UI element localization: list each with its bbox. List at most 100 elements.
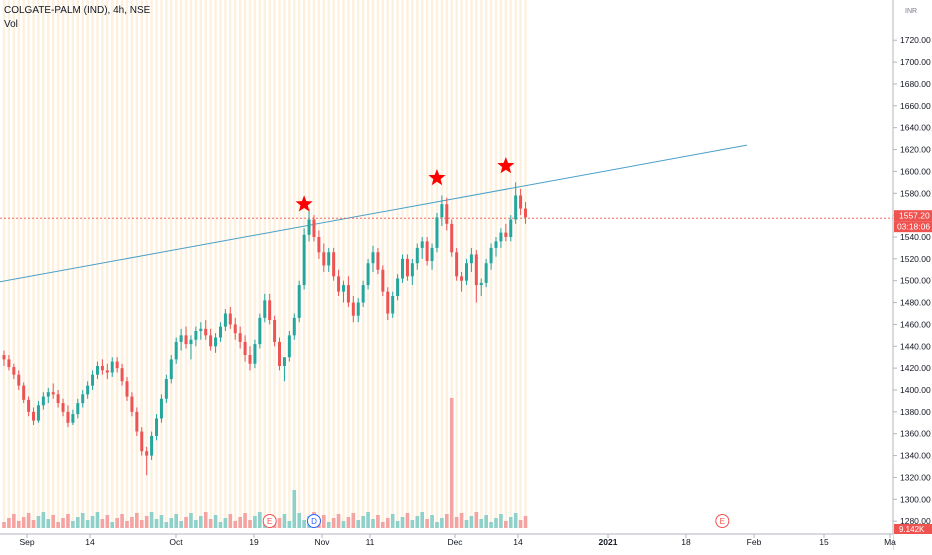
session-stripe (248, 0, 252, 528)
session-stripe (347, 0, 350, 528)
session-stripe (194, 0, 198, 528)
candle-body (110, 361, 114, 373)
session-stripe (509, 0, 512, 528)
volume-bar (484, 515, 488, 528)
volume-bar (381, 522, 385, 528)
candle-body (464, 263, 468, 281)
volume-bar (440, 518, 444, 528)
candle-body (159, 398, 163, 419)
volume-bar (238, 517, 242, 528)
candle-body (140, 431, 144, 452)
price-tick-label: 1320.00 (900, 472, 931, 482)
volume-layer (2, 398, 528, 528)
volume-bar (395, 521, 400, 528)
session-stripe (66, 0, 70, 528)
event-marker-label: E (267, 517, 272, 526)
volume-bar (164, 522, 169, 528)
time-axis[interactable]: Sep 14 Oct 19 Nov 11 Dec 14 2021 18 Feb 15 Ma (0, 533, 896, 550)
candle-body (381, 269, 385, 292)
candle-body (36, 405, 40, 421)
candle-body (346, 285, 350, 303)
volume-bar (385, 518, 390, 528)
volume-bar (159, 515, 164, 528)
candle-body (401, 258, 405, 279)
volume-bar (366, 512, 370, 528)
volume-bar (346, 517, 351, 528)
price-axis[interactable]: 1280.00 1300.00 1320.00 1340.00 1360.00 1380.… (892, 0, 932, 550)
volume-bar (144, 516, 149, 528)
time-axis-bg (0, 534, 893, 550)
candle-body (273, 320, 277, 342)
price-tick-label: 1500.00 (900, 276, 931, 286)
price-tick-label: 1400.00 (900, 385, 931, 395)
volume-bar (489, 522, 493, 528)
volume-bar (376, 515, 380, 528)
volume-bar (331, 518, 336, 528)
candle-body (189, 339, 193, 345)
symbol-title[interactable]: COLGATE-PALM (IND), 4h, NSE (4, 5, 151, 16)
volume-bar (169, 518, 174, 528)
volume-bar (518, 520, 523, 528)
session-stripe (155, 0, 158, 528)
candle-body (469, 254, 473, 264)
candle-body (425, 241, 429, 262)
event-marker-circle (262, 514, 277, 528)
volume-bar (454, 517, 459, 528)
candle-body (12, 367, 16, 375)
session-stripe (32, 0, 35, 528)
volume-bar (371, 519, 375, 528)
price-tick-label: 1540.00 (900, 232, 931, 242)
volume-bar (110, 522, 115, 528)
currency-label: INR (905, 8, 917, 15)
candle-body (105, 370, 109, 373)
trendline-layer[interactable] (0, 144, 893, 283)
session-stripe (504, 0, 508, 528)
price-tick-label: 1480.00 (900, 298, 931, 308)
session-stripe (494, 0, 498, 528)
event-marker-d[interactable]: D (306, 514, 321, 528)
volume-bar (179, 521, 183, 528)
volume-bar (420, 512, 424, 528)
session-stripe (120, 0, 124, 528)
candle-body (499, 232, 503, 242)
trendline[interactable] (0, 144, 748, 283)
event-marker-e[interactable]: E (262, 514, 277, 528)
volume-bar (90, 516, 95, 528)
volume-bar (7, 518, 11, 528)
session-stripe (125, 0, 129, 528)
volume-bar (31, 520, 36, 528)
price-tick-label: 1620.00 (900, 145, 931, 155)
volume-bar (36, 516, 41, 528)
candle-body (218, 326, 222, 338)
event-marker-e[interactable]: E (715, 514, 730, 528)
volume-bar (16, 521, 21, 528)
time-tick-label: Ma (884, 537, 896, 547)
candle-body (386, 291, 390, 314)
price-tick-label: 1300.00 (900, 494, 931, 504)
volume-bar (253, 516, 257, 528)
volume-bar (120, 514, 124, 528)
session-stripe (317, 0, 321, 528)
candles-layer (2, 182, 528, 476)
session-stripe (165, 0, 168, 528)
candle-body (504, 232, 508, 237)
volume-bar (243, 513, 247, 528)
volume-bar (189, 513, 193, 528)
price-axis-bg (893, 0, 932, 550)
volume-bar (356, 520, 361, 528)
session-stripe (37, 0, 40, 528)
session-stripe (224, 0, 227, 528)
candle-body (297, 285, 301, 318)
candle-body (184, 335, 188, 345)
price-tick-label: 1720.00 (900, 35, 931, 45)
volume-bar (351, 513, 356, 528)
volume-indicator-label[interactable]: Vol (4, 19, 18, 30)
time-tick-label: Feb (747, 537, 762, 547)
candle-body (391, 296, 395, 314)
volume-bar (449, 398, 454, 528)
candle-body (46, 392, 50, 397)
candle-body (327, 252, 331, 266)
candle-body (130, 396, 134, 412)
